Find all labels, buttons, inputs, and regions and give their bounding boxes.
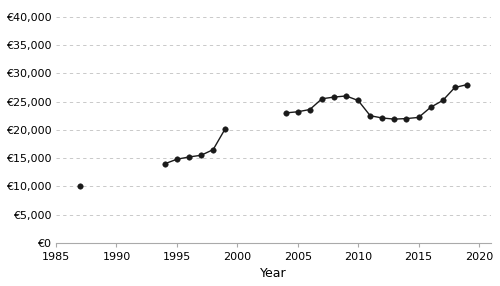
X-axis label: Year: Year (260, 267, 287, 281)
